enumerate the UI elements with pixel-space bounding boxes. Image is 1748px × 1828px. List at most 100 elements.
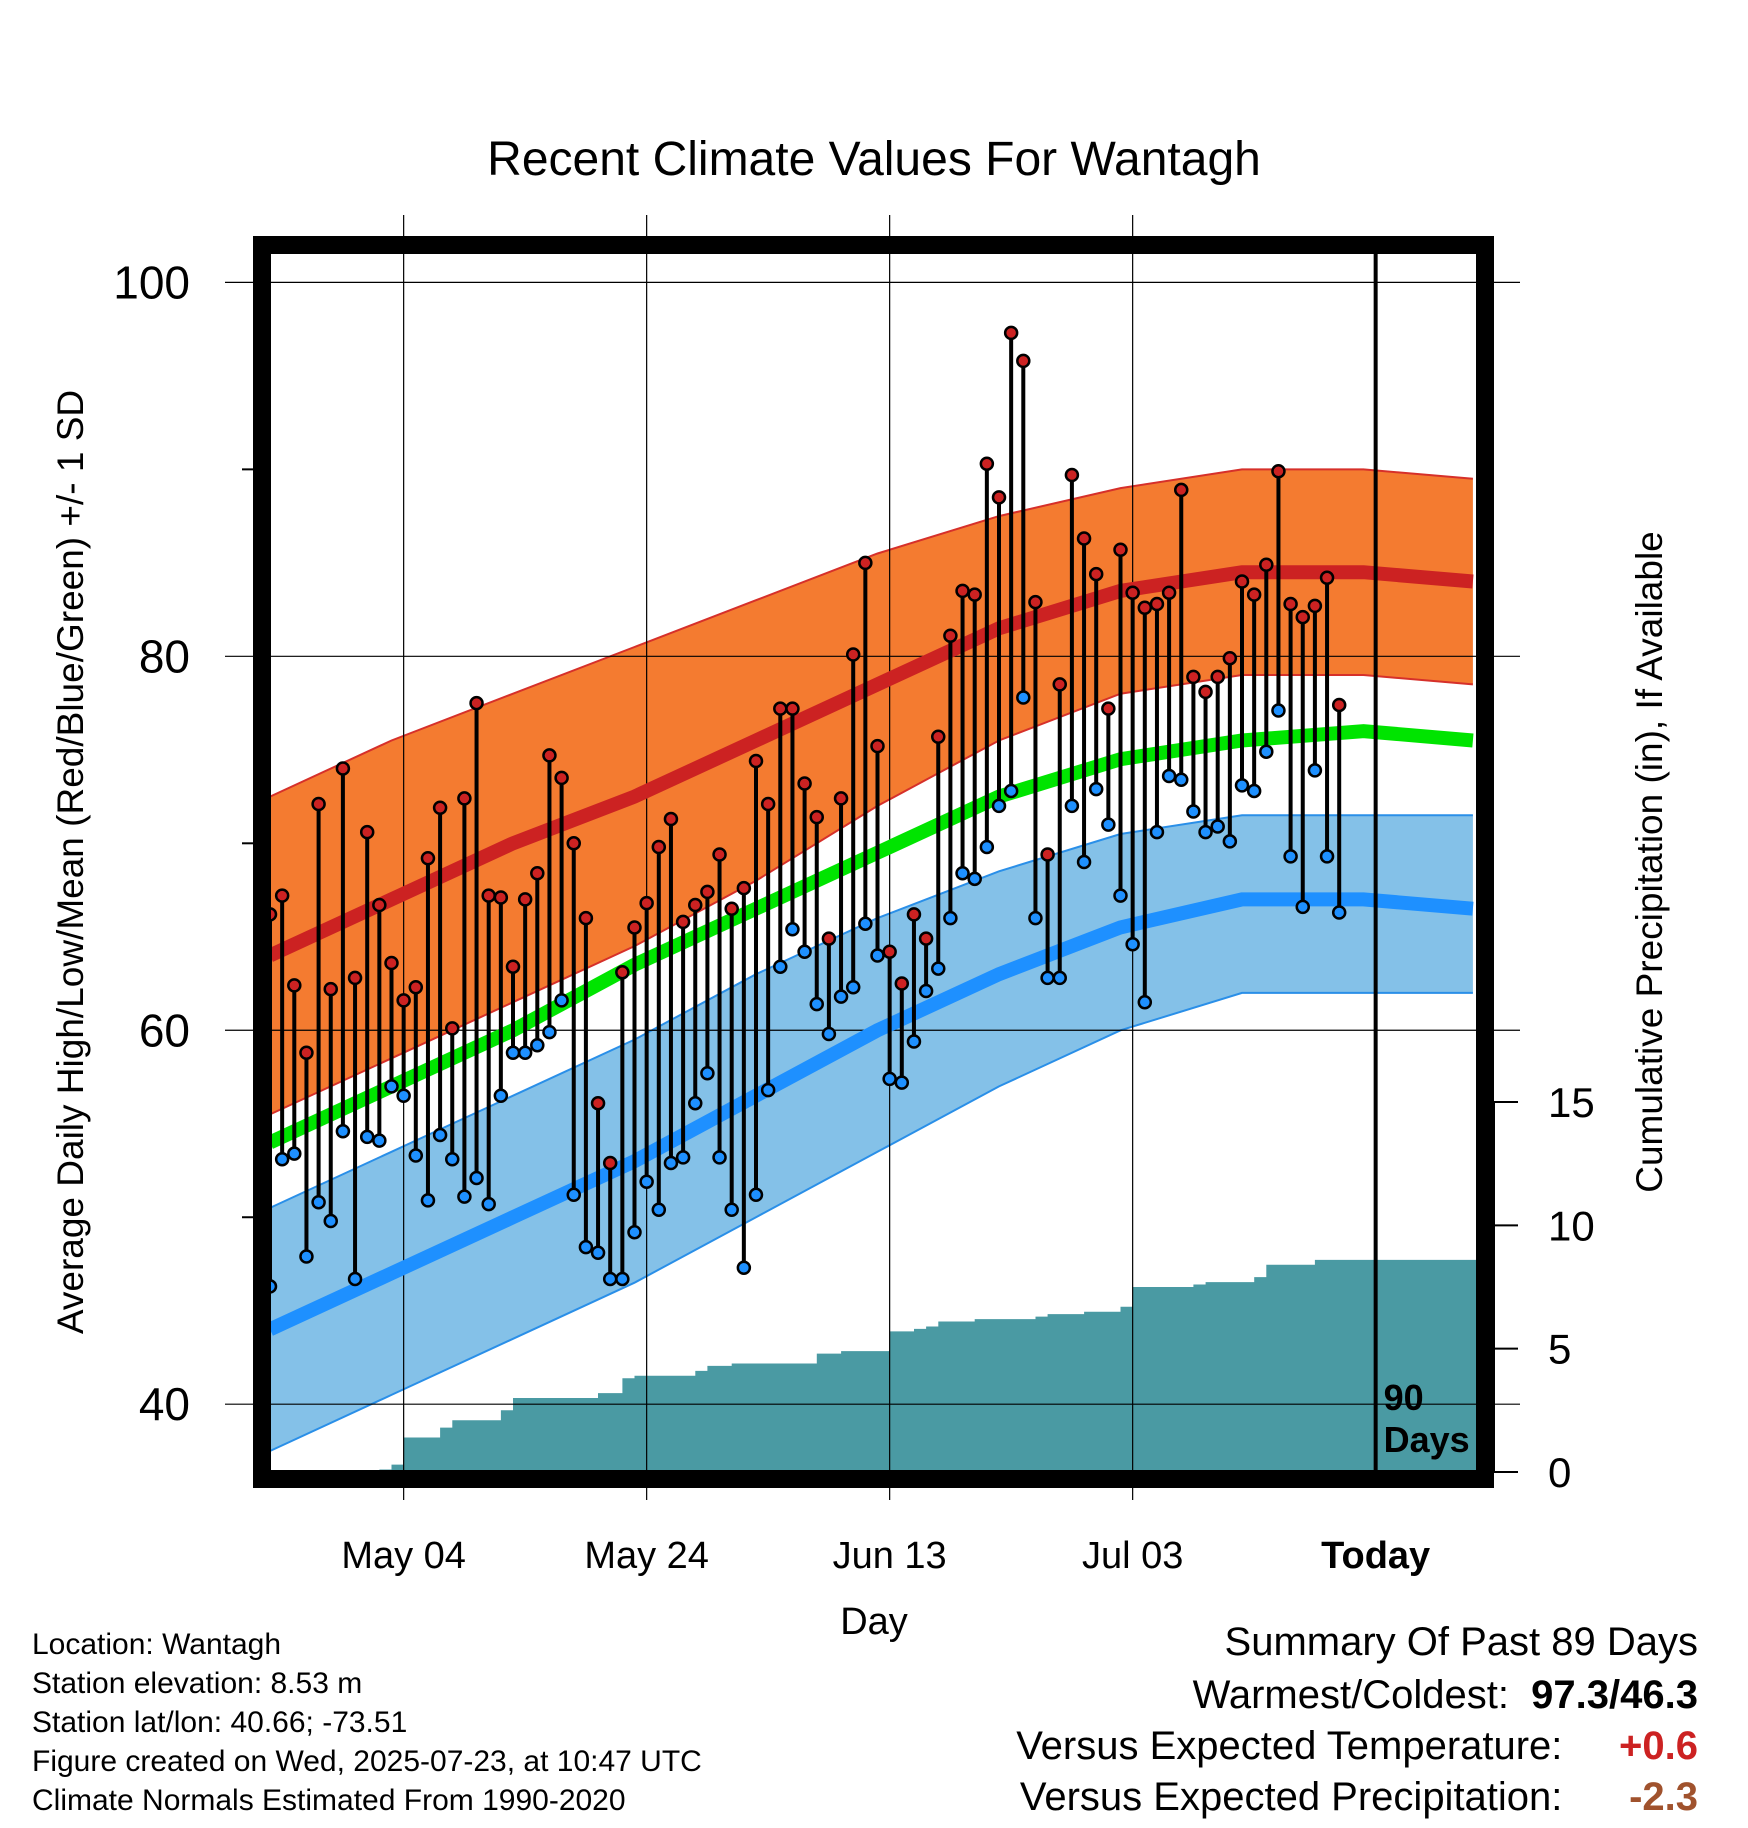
daily-low-point [809,996,824,1012]
daily-low-point [967,871,982,887]
daily-low-point [906,1034,922,1049]
daily-low-point [602,1271,618,1287]
daily-low-point [882,1071,897,1087]
daily-low-point [311,1195,326,1210]
daily-high-point [590,1095,606,1111]
daily-high-point [1016,353,1031,369]
daily-high-point [1259,557,1274,572]
summary-temp: Versus Expected Temperature: +0.6 [1016,1724,1698,1769]
summary-heading: Summary Of Past 89 Days [1224,1620,1698,1664]
daily-low-point [554,993,569,1008]
daily-high-point [991,490,1007,505]
daily-high-point [1113,542,1128,558]
daily-high-point [274,888,290,903]
daily-high-point [1283,596,1298,612]
daily-high-point [1319,570,1335,586]
daily-high-point [1064,467,1080,483]
daily-low-point [1161,768,1177,784]
precip-vs-expected-value: -2.3 [1629,1775,1698,1819]
daily-high-point [445,1021,460,1036]
daily-low-point [833,989,849,1004]
daily-high-point [1040,847,1055,862]
daily-low-point [530,1037,545,1053]
plot-border [253,236,1494,1488]
x-tick-label: Jul 03 [1082,1535,1183,1577]
daily-points [262,325,1347,1294]
daily-high-point [1210,669,1225,685]
daily-low-point [651,1202,667,1218]
daily-low-point [1149,824,1165,840]
today-label-unit: Days [1384,1419,1470,1460]
daily-high-point [311,796,326,812]
daily-low-point [821,1026,837,1042]
daily-high-point [396,993,411,1008]
daily-high-point [1174,482,1189,498]
daily-low-point [979,839,995,855]
climate-normals-source: Climate Normals Estimated From 1990-2020 [32,1784,626,1817]
daily-high-point [894,976,910,991]
normal-low-line [267,892,1474,1336]
daily-high-point [578,910,594,926]
daily-low-point [1295,899,1310,915]
daily-low-point [1028,910,1043,926]
temp-vs-expected-value: +0.6 [1619,1724,1698,1768]
daily-high-point [627,920,642,935]
daily-low-point [299,1249,314,1264]
y2-axis-label: Cumulative Precipitation (in), If Availa… [1629,531,1670,1193]
daily-high-point [712,847,727,862]
daily-high-point [347,970,363,986]
daily-low-point [1052,970,1067,986]
precip-vs-expected-label: Versus Expected Precipitation: [1019,1775,1563,1819]
daily-high-point [760,796,776,812]
daily-low-point [408,1148,424,1163]
daily-low-point [384,1079,399,1094]
daily-high-point [469,695,484,711]
daily-high-point [1088,566,1104,582]
daily-high-point [615,965,630,980]
location-name: Location: Wantagh [32,1628,282,1661]
daily-low-point [1210,819,1225,834]
daily-low-point [931,961,946,976]
daily-high-point [882,944,897,959]
daily-low-point [432,1127,448,1143]
figure-created: Figure created on Wed, 2025-07-23, at 10… [32,1745,702,1778]
daily-low-point [1113,888,1128,903]
y2-tick-label: 15 [1548,1079,1595,1126]
daily-low-point [918,983,934,999]
daily-low-point [1003,783,1019,799]
daily-high-point [663,811,679,827]
daily-low-point [1198,824,1213,840]
daily-low-point [323,1213,338,1229]
daily-low-point [1234,778,1250,793]
warm-cold-value: 97.3/46.3 [1531,1673,1698,1717]
station-elevation: Station elevation: 8.53 m [32,1667,363,1700]
daily-high-point [1222,650,1238,666]
daily-low-point [1186,804,1201,819]
daily-low-point [1283,849,1298,864]
daily-high-point [602,1155,618,1171]
temp-vs-expected-label: Versus Expected Temperature: [1016,1724,1563,1768]
daily-low-point [955,865,970,881]
daily-high-point [481,888,496,903]
cumulative-precip-area [270,1259,1485,1472]
daily-high-point [1052,677,1067,692]
daily-low-point [1076,854,1092,870]
daily-low-point [1174,772,1189,787]
daily-high-point [517,892,533,907]
daily-low-point [773,959,788,974]
daily-high-point [1271,463,1286,479]
daily-high-point [1295,609,1310,625]
daily-low-point [359,1129,375,1145]
daily-low-point [1137,994,1153,1010]
daily-high-point [1161,585,1177,601]
daily-high-point [1186,669,1201,685]
daily-high-point [493,890,509,905]
daily-high-point [1125,585,1140,601]
daily-low-point [663,1155,679,1171]
daily-low-point [724,1202,739,1218]
daily-high-point [1076,531,1092,546]
daily-low-point [748,1187,764,1203]
daily-high-point [299,1045,314,1060]
x-tick-label: Today [1321,1535,1430,1577]
daily-high-point [335,761,351,776]
